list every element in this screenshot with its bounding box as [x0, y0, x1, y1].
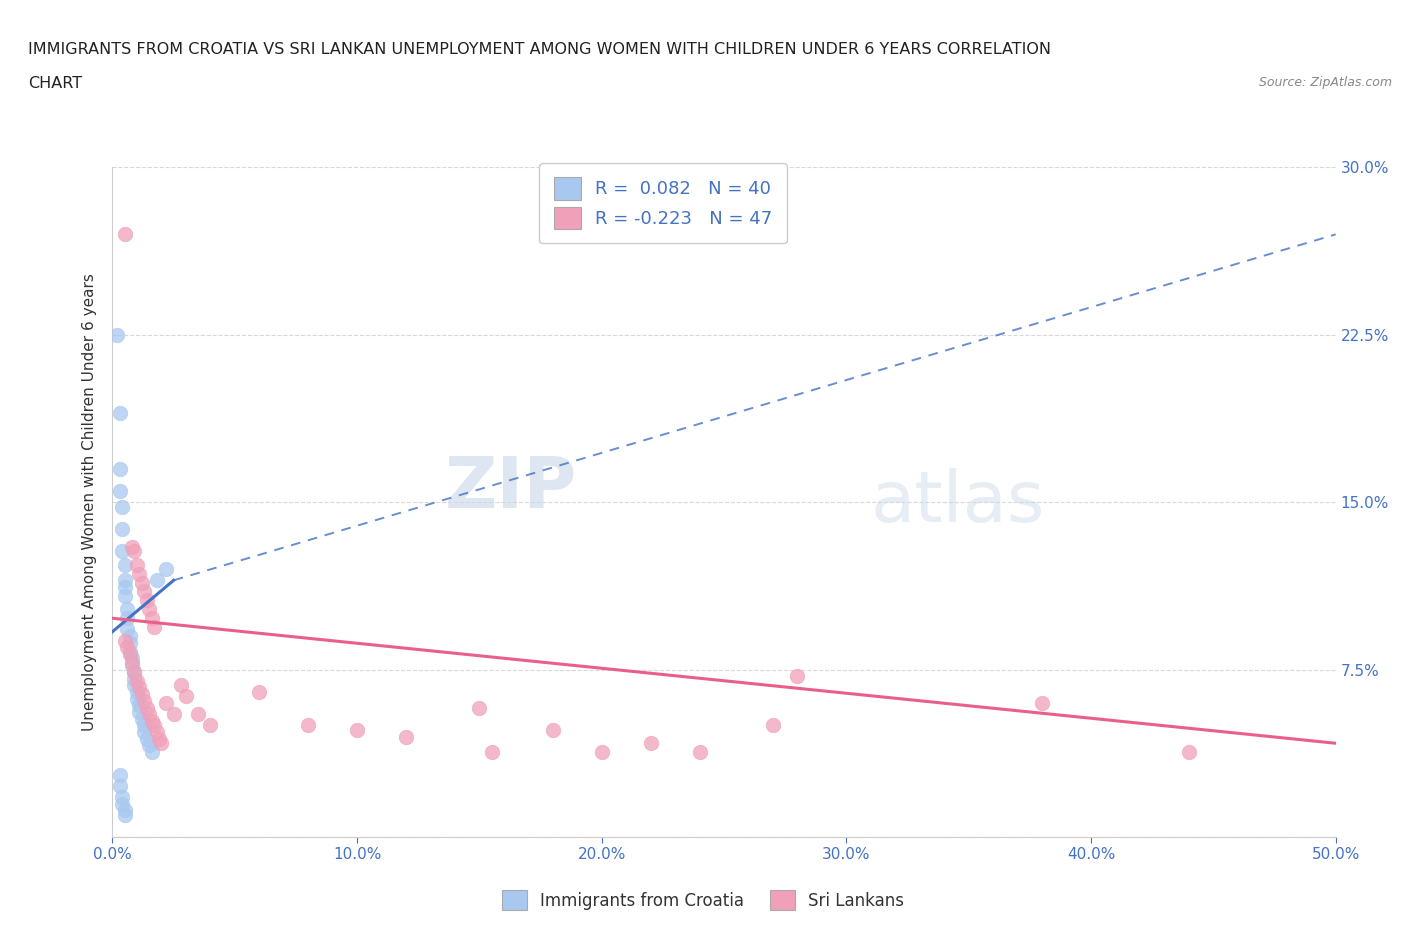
Point [135, 731, 157, 746]
Point [128, 705, 150, 720]
Point [143, 619, 166, 634]
Point [187, 707, 209, 722]
Point [174, 689, 197, 704]
Point [131, 711, 153, 726]
Point [114, 633, 136, 648]
Point [134, 724, 156, 739]
Point [135, 593, 157, 608]
Text: CHART: CHART [28, 76, 82, 91]
Point [125, 673, 148, 688]
Point [111, 790, 134, 804]
Point [155, 562, 177, 577]
Point [141, 713, 163, 728]
Point [141, 611, 163, 626]
Point [105, 327, 128, 342]
Point [124, 664, 146, 679]
Point [114, 573, 136, 588]
Point [128, 566, 150, 581]
Point [114, 589, 136, 604]
Point [124, 664, 146, 679]
Point [118, 635, 141, 650]
Point [134, 694, 156, 709]
Point [150, 736, 173, 751]
Point [200, 718, 222, 733]
Point [145, 724, 167, 739]
Point [131, 575, 153, 590]
Point [141, 745, 163, 760]
Point [111, 544, 134, 559]
Point [121, 656, 143, 671]
Text: IMMIGRANTS FROM CROATIA VS SRI LANKAN UNEMPLOYMENT AMONG WOMEN WITH CHILDREN UND: IMMIGRANTS FROM CROATIA VS SRI LANKAN UN… [28, 42, 1052, 57]
Point [135, 700, 157, 715]
Point [591, 745, 613, 760]
Point [128, 698, 150, 712]
Point [125, 684, 148, 699]
Point [111, 796, 134, 811]
Point [111, 499, 134, 514]
Point [108, 461, 131, 476]
Point [121, 658, 143, 672]
Point [134, 584, 156, 599]
Point [468, 700, 491, 715]
Point [125, 691, 148, 706]
Point [170, 678, 193, 693]
Point [114, 803, 136, 817]
Point [689, 745, 711, 760]
Point [155, 696, 177, 711]
Point [163, 707, 186, 722]
Point [481, 745, 503, 760]
Point [115, 611, 138, 626]
Point [134, 718, 156, 733]
Point [346, 723, 368, 737]
Point [131, 686, 153, 701]
Point [1178, 745, 1201, 760]
Point [115, 602, 138, 617]
Point [125, 557, 148, 572]
Point [121, 539, 143, 554]
Point [124, 671, 146, 686]
Text: ZIP: ZIP [446, 455, 578, 524]
Point [114, 807, 136, 822]
Point [145, 573, 167, 588]
Legend: Immigrants from Croatia, Sri Lankans: Immigrants from Croatia, Sri Lankans [495, 884, 911, 917]
Point [297, 718, 319, 733]
Point [128, 680, 150, 695]
Point [138, 602, 160, 617]
Point [121, 651, 143, 666]
Point [118, 644, 141, 659]
Point [108, 405, 131, 420]
Point [640, 736, 662, 751]
Y-axis label: Unemployment Among Women with Children Under 6 years: Unemployment Among Women with Children U… [82, 273, 97, 731]
Text: atlas: atlas [870, 468, 1045, 537]
Point [108, 778, 131, 793]
Point [138, 738, 160, 753]
Point [124, 544, 146, 559]
Point [1031, 696, 1053, 711]
Text: Source: ZipAtlas.com: Source: ZipAtlas.com [1258, 76, 1392, 89]
Point [108, 767, 131, 782]
Point [115, 622, 138, 637]
Point [114, 227, 136, 242]
Point [148, 731, 170, 746]
Point [143, 718, 166, 733]
Legend: R =  0.082   N = 40, R = -0.223   N = 47: R = 0.082 N = 40, R = -0.223 N = 47 [538, 163, 787, 244]
Point [118, 629, 141, 644]
Point [124, 678, 146, 693]
Point [111, 522, 134, 537]
Point [114, 579, 136, 594]
Point [762, 718, 785, 733]
Point [115, 640, 138, 655]
Point [395, 729, 418, 744]
Point [114, 557, 136, 572]
Point [138, 707, 160, 722]
Point [247, 684, 270, 699]
Point [786, 669, 808, 684]
Point [541, 723, 564, 737]
Point [108, 484, 131, 498]
Point [118, 646, 141, 661]
